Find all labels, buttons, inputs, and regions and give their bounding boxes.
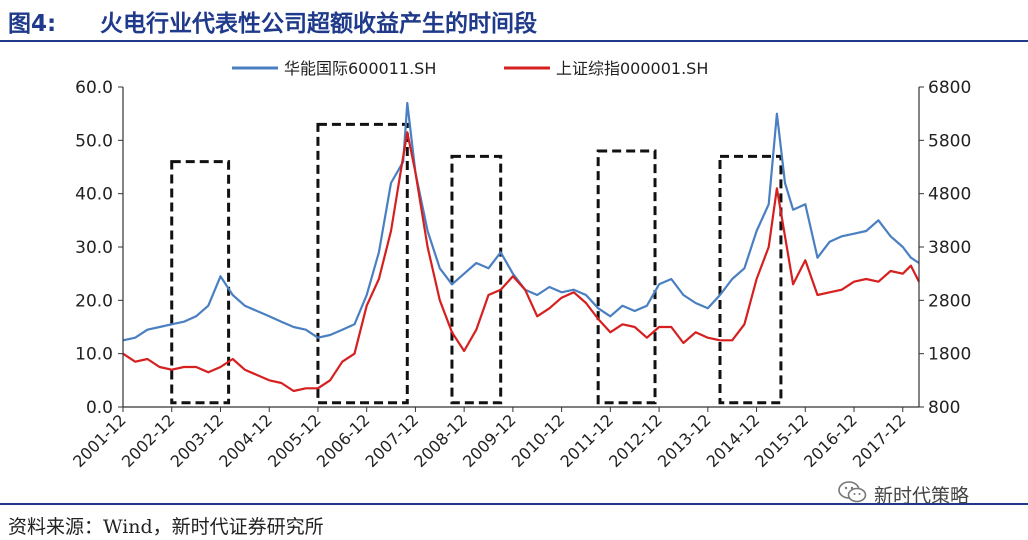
x-tick-label: 2013-12 xyxy=(654,410,715,471)
left-tick-label: 40.0 xyxy=(75,185,113,205)
x-tick-label: 2002-12 xyxy=(118,410,179,471)
title-rule xyxy=(0,40,1028,42)
figure-number: 图4: xyxy=(8,11,57,37)
x-tick-label: 2017-12 xyxy=(849,410,910,471)
series-line-huaneng xyxy=(122,101,920,342)
chart: 华能国际600011.SH 上证综指000001.SH 0.0 10.0 20.0 30… xyxy=(69,59,971,471)
x-tick-label: 2006-12 xyxy=(313,410,374,471)
x-tick-label: 2011-12 xyxy=(556,410,617,471)
right-tick-label: 800 xyxy=(928,398,960,418)
left-tick-label: 0.0 xyxy=(86,398,113,418)
source-note: 资料来源：Wind，新时代证券研究所 xyxy=(8,516,324,538)
right-tick-label: 5800 xyxy=(928,131,971,151)
left-tick-label: 10.0 xyxy=(75,345,113,365)
legend-label-huaneng: 华能国际600011.SH xyxy=(284,59,436,78)
x-tick-label: 2009-12 xyxy=(459,410,520,471)
x-tick-label: 2010-12 xyxy=(508,410,569,471)
x-tick-label: 2014-12 xyxy=(703,410,764,471)
series-lines xyxy=(122,101,920,393)
x-tick-label: 2001-12 xyxy=(69,410,130,471)
left-tick-label: 60.0 xyxy=(75,78,113,98)
right-tick-label: 4800 xyxy=(928,185,971,205)
x-tick-label: 2005-12 xyxy=(264,410,325,471)
x-tick-label: 2008-12 xyxy=(410,410,471,471)
x-tick-label: 2012-12 xyxy=(605,410,666,471)
wechat-icon xyxy=(838,480,868,509)
highlight-box xyxy=(596,149,657,405)
figure-title-text: 火电行业代表性公司超额收益产生的时间段 xyxy=(100,11,537,37)
brand-text: 新时代策略 xyxy=(874,485,970,507)
axes: 0.0 10.0 20.0 30.0 40.0 50.0 60.0 800 1800 2800 38… xyxy=(69,78,971,471)
brand-watermark: 新时代策略 xyxy=(838,480,969,509)
left-tick-label: 20.0 xyxy=(75,291,113,311)
right-tick-label: 2800 xyxy=(928,291,971,311)
highlight-boxes xyxy=(170,122,783,405)
left-tick-label: 30.0 xyxy=(75,238,113,258)
x-tick-label: 2003-12 xyxy=(167,410,228,471)
right-tick-label: 3800 xyxy=(928,238,971,258)
x-tick-label: 2007-12 xyxy=(362,410,423,471)
highlight-box xyxy=(316,122,409,405)
left-tick-label: 50.0 xyxy=(75,131,113,151)
legend-label-szzs: 上证综指000001.SH xyxy=(556,59,708,78)
legend: 华能国际600011.SH 上证综指000001.SH xyxy=(232,59,708,78)
right-tick-label: 6800 xyxy=(928,78,971,98)
right-tick-label: 1800 xyxy=(928,345,971,365)
source-rule xyxy=(0,503,1028,505)
highlight-box xyxy=(718,154,783,405)
x-tick-label: 2004-12 xyxy=(215,410,276,471)
highlight-box xyxy=(450,154,503,405)
highlight-box xyxy=(170,160,231,405)
x-tick-label: 2015-12 xyxy=(751,410,812,471)
figure-title: 图4: 火电行业代表性公司超额收益产生的时间段 xyxy=(8,4,537,38)
x-tick-label: 2016-12 xyxy=(800,410,861,471)
series-line-szzs xyxy=(122,131,920,393)
